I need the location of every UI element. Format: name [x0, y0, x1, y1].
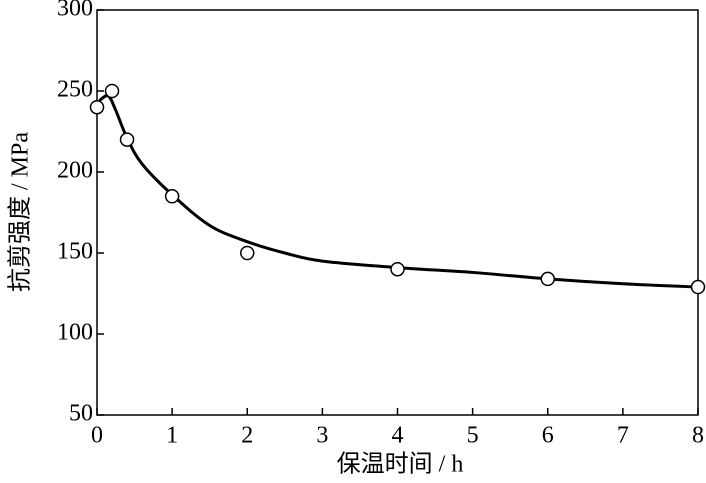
x-tick-label: 3 [316, 423, 328, 449]
y-tick-label: 50 [69, 401, 93, 427]
data-point [119, 132, 135, 147]
x-tick-label: 2 [241, 423, 253, 449]
x-tick-label: 5 [467, 423, 479, 449]
data-point [390, 261, 405, 277]
x-tick-label: 8 [692, 423, 704, 449]
y-tick-label: 200 [57, 158, 93, 184]
x-tick-label: 1 [166, 423, 178, 449]
x-axis-label: 保温时间 / h [337, 451, 464, 478]
x-tick-label: 7 [617, 423, 629, 449]
data-point [540, 271, 555, 287]
x-tick-label: 0 [91, 423, 103, 449]
y-tick-label: 150 [57, 239, 93, 265]
y-axis-label: 抗剪强度 / MPa [7, 132, 34, 292]
data-point [104, 83, 120, 99]
data-point [164, 189, 180, 204]
x-tick-label: 4 [392, 423, 404, 449]
data-point [89, 99, 105, 115]
y-tick-label: 100 [57, 320, 93, 346]
x-tick-label: 6 [542, 423, 554, 449]
data-point [690, 279, 706, 295]
y-tick-label: 300 [57, 0, 93, 22]
plot-frame [96, 9, 699, 416]
fit-curve [98, 94, 699, 289]
y-tick-label: 250 [57, 77, 93, 103]
data-point [240, 245, 255, 261]
